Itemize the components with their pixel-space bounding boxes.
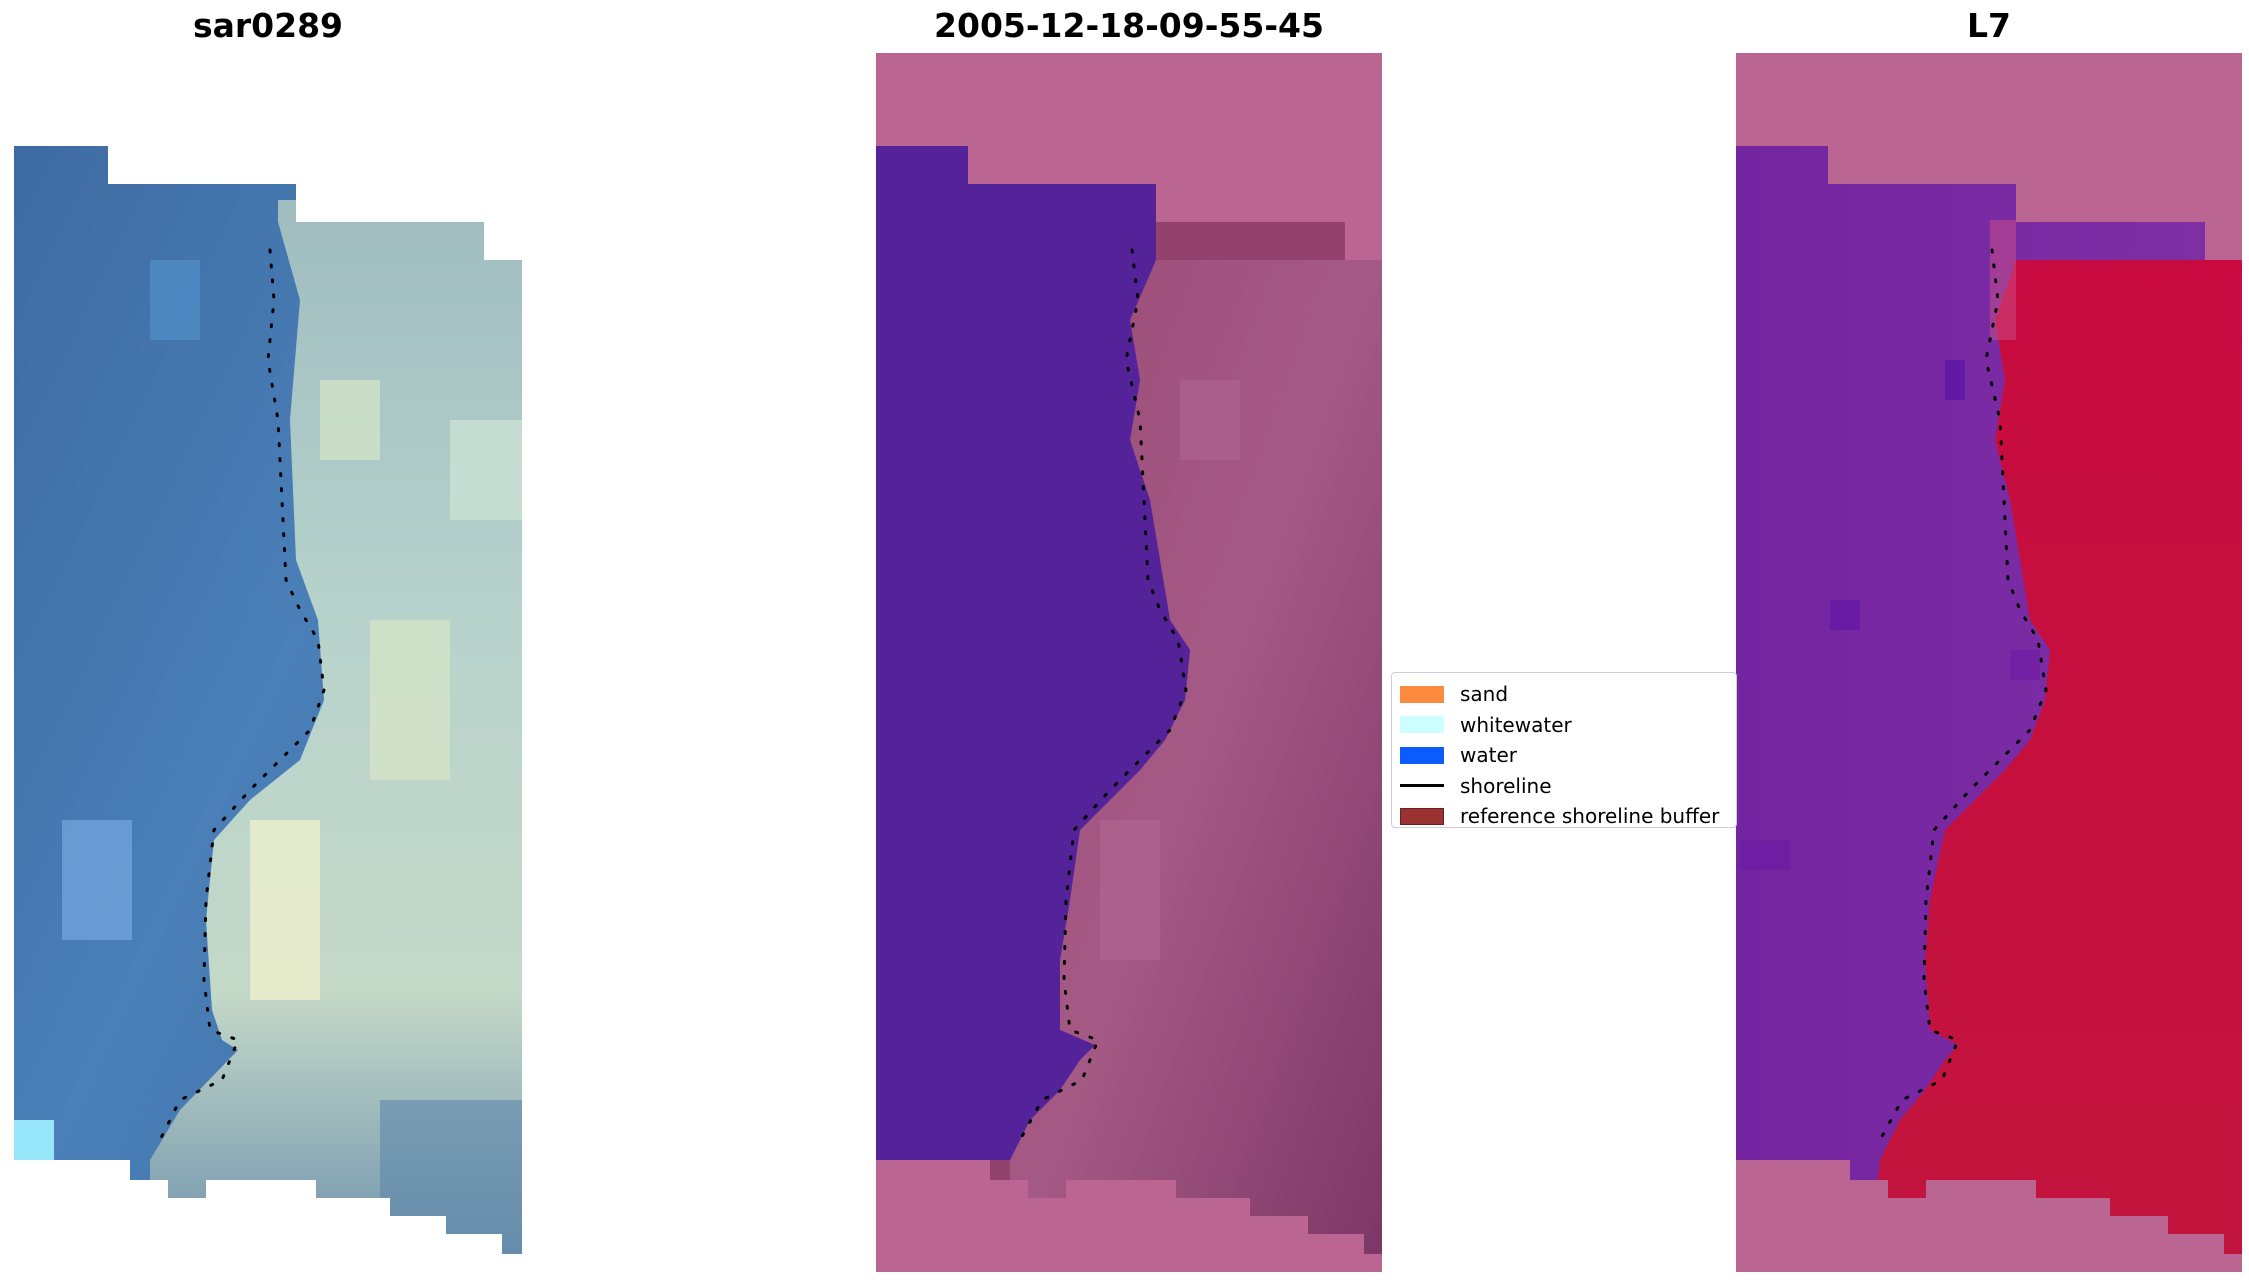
legend-label: water <box>1460 743 1517 768</box>
legend-item-sand: sand <box>1400 679 1736 710</box>
index-image <box>1736 146 2242 1254</box>
panel-title-classified: 2005-12-18-09-55-45 <box>934 6 1324 45</box>
legend-label: whitewater <box>1460 712 1572 737</box>
legend-item-reference-buffer: reference shoreline buffer <box>1400 801 1736 832</box>
legend: sand whitewater water shoreline referenc… <box>1391 672 1737 828</box>
legend-label: sand <box>1460 682 1509 707</box>
panel-title-rgb: sar0289 <box>192 6 344 45</box>
classified-image <box>876 146 1382 1254</box>
legend-swatch-whitewater <box>1400 716 1444 734</box>
legend-label: shoreline <box>1460 773 1552 798</box>
legend-item-shoreline: shoreline <box>1400 771 1736 802</box>
legend-swatch-reference-buffer <box>1400 807 1444 825</box>
legend-label: reference shoreline buffer <box>1460 804 1720 829</box>
legend-item-whitewater: whitewater <box>1400 710 1736 741</box>
shoreline-rgb <box>158 248 326 1142</box>
legend-swatch-sand <box>1400 685 1444 703</box>
legend-item-water: water <box>1400 740 1736 771</box>
legend-swatch-water <box>1400 746 1444 764</box>
panel-title-index: L7 <box>1967 6 2011 45</box>
rgb-image <box>14 146 522 1254</box>
legend-swatch-shoreline <box>1400 784 1444 788</box>
